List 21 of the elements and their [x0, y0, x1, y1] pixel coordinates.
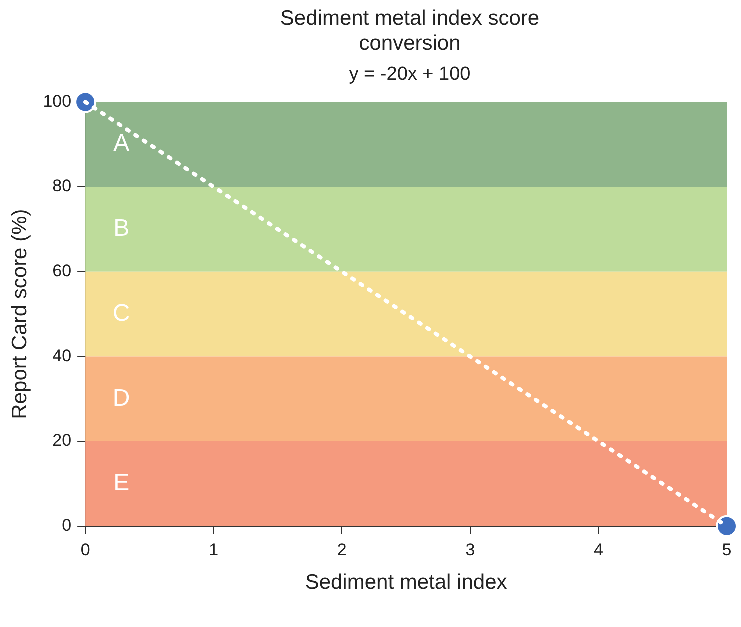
y-tick-label: 80 [52, 176, 72, 196]
x-tick-label: 1 [209, 540, 219, 560]
x-tick-label: 2 [337, 540, 347, 560]
y-tick-label: 60 [52, 262, 72, 281]
x-tick-label: 4 [594, 540, 604, 560]
y-tick-label: 40 [52, 346, 72, 366]
y-tick-label: 100 [43, 92, 72, 111]
x-axis-title: Sediment metal index [305, 571, 508, 594]
chart-subtitle: y = -20x + 100 [348, 64, 472, 86]
y-tick-label: 0 [62, 516, 72, 536]
band-label: E [114, 470, 130, 497]
chart-title: Sediment metal index score conversion [280, 6, 540, 56]
band-label: A [114, 130, 130, 158]
band-label: B [114, 215, 130, 242]
band-label: D [112, 384, 130, 412]
x-tick-label: 3 [466, 540, 476, 560]
y-axis-title: Report Card score (%) [8, 209, 32, 420]
band-label: C [112, 300, 130, 327]
x-tick-label: 0 [80, 540, 90, 560]
y-tick-label: 20 [52, 431, 72, 450]
x-tick-label: 5 [722, 540, 732, 560]
